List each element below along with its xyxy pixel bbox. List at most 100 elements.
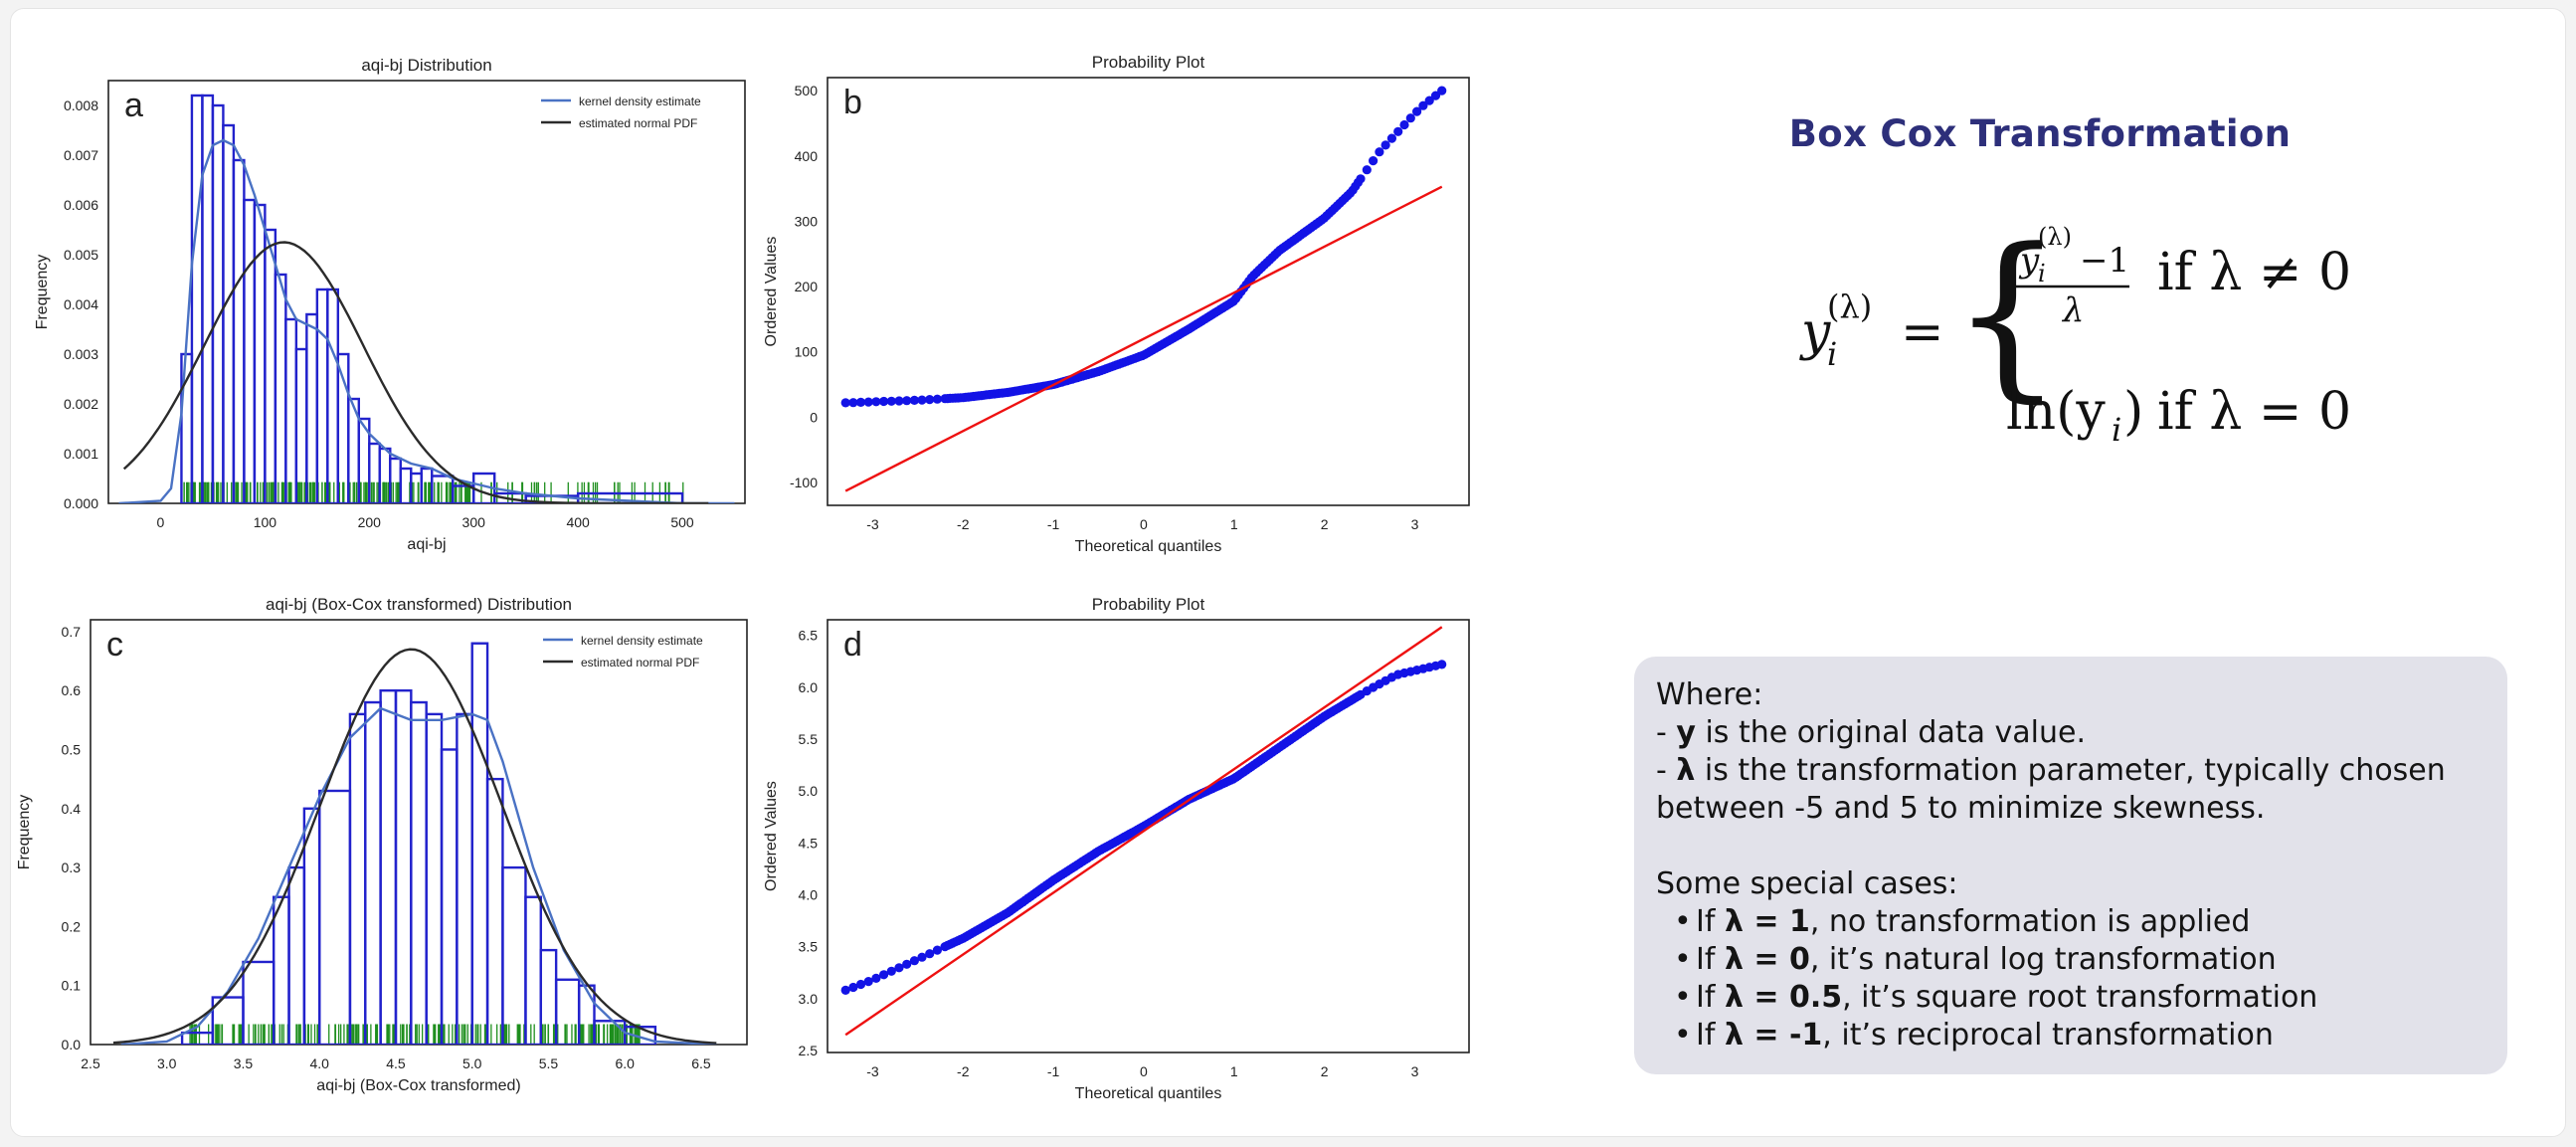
probability-plot-b: Probability Plotb-3 -2 -1 0 1 2 3-100010020030… bbox=[752, 44, 1488, 561]
data-point bbox=[1387, 134, 1396, 143]
y-tick-label: 5.5 bbox=[799, 731, 819, 747]
y-tick-label: 0.008 bbox=[64, 97, 98, 113]
x-axis-label: aqi-bj bbox=[407, 536, 446, 553]
y-axis-label: Ordered Values bbox=[763, 237, 780, 347]
normal-pdf-line bbox=[113, 650, 716, 1044]
x-tick-label: 6.5 bbox=[691, 1055, 711, 1071]
panel-letter: d bbox=[843, 626, 862, 664]
fit-line bbox=[845, 187, 1442, 491]
y-tick-label: 0.004 bbox=[64, 296, 98, 312]
histogram-bar bbox=[276, 275, 285, 503]
histogram-chart-a: aqi-bj Distribution a 0 100 200 300 400 500 0.00… bbox=[31, 47, 757, 564]
y-tick-label: 3.5 bbox=[799, 939, 819, 955]
y-tick-label: 6.0 bbox=[799, 679, 819, 695]
plot-area bbox=[119, 96, 735, 503]
formula-lhs-sub: i bbox=[1827, 335, 1837, 373]
data-point bbox=[1437, 660, 1446, 669]
case2-sub: i bbox=[2112, 411, 2121, 449]
data-point bbox=[1399, 120, 1408, 129]
kde-line bbox=[121, 708, 717, 1045]
y-tick-label: 0.005 bbox=[64, 247, 98, 263]
histogram-bar bbox=[244, 200, 254, 503]
plot-frame bbox=[91, 620, 747, 1045]
case1-condition: if λ ≠ 0 bbox=[2157, 243, 2351, 302]
legend-label-kde: kernel density estimate bbox=[579, 95, 701, 108]
y-axis-label: Ordered Values bbox=[763, 781, 780, 891]
box-cox-title: Box Cox Transformation bbox=[1662, 112, 2418, 155]
histogram-bar bbox=[234, 160, 244, 503]
x-tick-label: 3 bbox=[1411, 516, 1419, 532]
y-tick-label: -100 bbox=[790, 475, 818, 490]
x-tick-label: -2 bbox=[957, 516, 970, 532]
panel-letter: b bbox=[843, 84, 862, 121]
special-case-item: If λ = -1, it’s reciprocal transformatio… bbox=[1674, 1017, 2485, 1054]
fit-line bbox=[845, 627, 1442, 1035]
histogram-bar bbox=[213, 105, 223, 503]
y-axis-label: Frequency bbox=[16, 795, 33, 870]
legend-label-normal: estimated normal PDF bbox=[579, 116, 697, 130]
y-tick-label: 0.6 bbox=[62, 682, 82, 698]
x-tick-label: -3 bbox=[866, 1063, 879, 1079]
x-tick-label: -1 bbox=[1047, 516, 1060, 532]
histogram-bar bbox=[411, 702, 426, 1045]
card: aqi-bj Distribution a 0 100 200 300 400 500 0.00… bbox=[10, 8, 2566, 1137]
panel-letter: c bbox=[106, 626, 123, 664]
y-tick-label: 2.5 bbox=[799, 1043, 819, 1058]
y-tick-label: 400 bbox=[795, 148, 819, 164]
y-tick-label: 0.3 bbox=[62, 860, 82, 875]
chart-panel-d: Probability Plot d -3 -2 -1 0 1 2 3 2.5 3.0 3.5 4.0 4… bbox=[752, 586, 1488, 1103]
histogram-bar bbox=[289, 867, 304, 1045]
y-tick-label: 0.001 bbox=[64, 446, 98, 462]
data-point bbox=[1381, 140, 1390, 149]
x-tick-label: 400 bbox=[566, 514, 590, 530]
y-tick-label: 0.7 bbox=[62, 624, 82, 640]
case2-condition: if λ = 0 bbox=[2157, 382, 2351, 442]
x-tick-label: 1 bbox=[1230, 516, 1238, 532]
probability-plot-d: Probability Plotd-3 -2 -1 0 1 2 32.53.03.54.04… bbox=[752, 586, 1488, 1103]
notes-where: Where: bbox=[1656, 676, 2485, 714]
legend-label-normal: estimated normal PDF bbox=[581, 656, 699, 669]
x-tick-label: 3 bbox=[1411, 1063, 1419, 1079]
histogram-bar bbox=[265, 230, 275, 503]
x-axis-label: Theoretical quantiles bbox=[1075, 538, 1222, 555]
box-cox-formula: y (λ) i = { y (λ) i −1 λ if λ ≠ 0 ln(y i… bbox=[1781, 200, 2398, 469]
formula-lhs-sup: (λ) bbox=[1827, 287, 1872, 325]
x-axis-label: aqi-bj (Box-Cox transformed) bbox=[316, 1077, 520, 1094]
histogram-bar bbox=[327, 289, 337, 503]
histogram-bar bbox=[396, 690, 411, 1045]
case1-den: λ bbox=[2061, 290, 2085, 330]
histogram-bar bbox=[192, 96, 202, 503]
x-tick-label: 2 bbox=[1321, 516, 1329, 532]
chart-title: Probability Plot bbox=[1092, 595, 1205, 614]
plot-frame bbox=[828, 78, 1469, 505]
x-tick-label: 0 bbox=[157, 514, 165, 530]
x-tick-label: 5.0 bbox=[462, 1055, 482, 1071]
special-case-item: If λ = 1, no transformation is applied bbox=[1674, 903, 2485, 941]
plot-frame bbox=[108, 81, 745, 503]
histogram-bar bbox=[472, 644, 487, 1045]
y-tick-label: 0.000 bbox=[64, 495, 98, 511]
chart-panel-c: aqi-bj (Box-Cox transformed) Distributio… bbox=[31, 586, 757, 1103]
notes-y-line: - y is the original data value. bbox=[1656, 714, 2485, 752]
case2-expr: ln(y bbox=[2006, 382, 2106, 442]
x-tick-label: 3.5 bbox=[234, 1055, 254, 1071]
x-tick-label: 2.5 bbox=[81, 1055, 100, 1071]
x-tick-label: 3.0 bbox=[157, 1055, 177, 1071]
notes-special-heading: Some special cases: bbox=[1656, 865, 2485, 903]
x-tick-label: 500 bbox=[670, 514, 694, 530]
x-tick-label: -3 bbox=[866, 516, 879, 532]
histogram-bar bbox=[350, 714, 365, 1045]
data-point bbox=[1369, 156, 1378, 165]
y-tick-label: 0.5 bbox=[62, 741, 82, 757]
x-tick-label: 1 bbox=[1230, 1063, 1238, 1079]
notes-box: Where: - y is the original data value. -… bbox=[1634, 657, 2507, 1074]
x-tick-label: -2 bbox=[957, 1063, 970, 1079]
y-tick-label: 0.002 bbox=[64, 396, 98, 412]
special-case-item: If λ = 0.5, it’s square root transformat… bbox=[1674, 979, 2485, 1017]
x-tick-label: 100 bbox=[254, 514, 277, 530]
y-tick-label: 0.1 bbox=[62, 978, 82, 994]
y-tick-label: 0.2 bbox=[62, 918, 82, 934]
x-axis-label: Theoretical quantiles bbox=[1075, 1085, 1222, 1102]
y-tick-label: 5.0 bbox=[799, 783, 819, 799]
histogram-bar bbox=[365, 702, 380, 1045]
